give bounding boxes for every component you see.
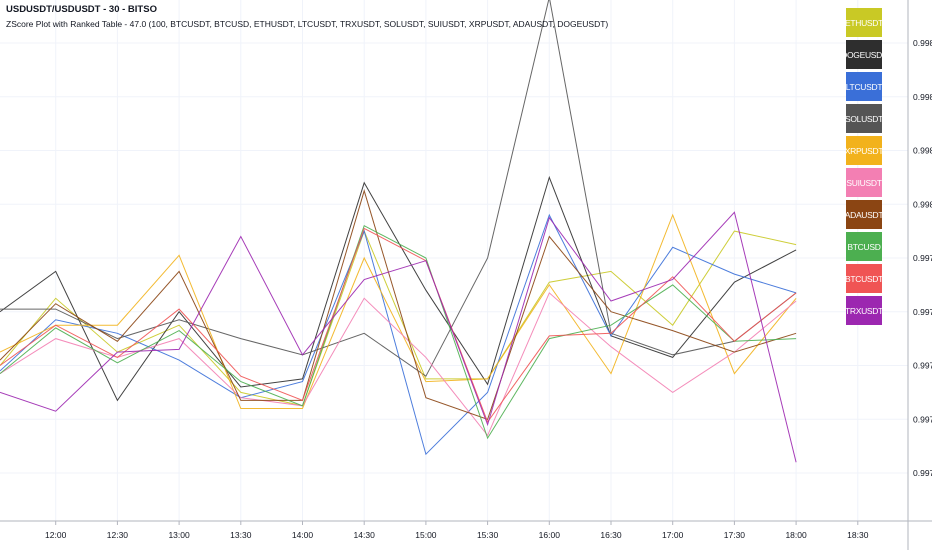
x-tick-label: 14:00 (292, 530, 314, 540)
y-tick-label: 0.9984 (913, 92, 932, 102)
x-tick-label: 17:30 (724, 530, 746, 540)
legend-item-dogeusdt: DOGEUSDT (841, 40, 887, 69)
chart-title: USDUSDT/USDUSDT - 30 - BITSO (6, 4, 157, 15)
y-tick-label: 0.9986 (913, 38, 932, 48)
legend-item-suiusdt: SUIUSDT (846, 168, 882, 197)
x-tick-label: 12:00 (45, 530, 67, 540)
series-line-adausdt (0, 189, 797, 420)
x-tick-label: 17:00 (662, 530, 684, 540)
x-tick-label: 15:00 (415, 530, 437, 540)
series-line-ltcusdt (0, 213, 797, 456)
legend-item-trxusdt: TRXUSDT (845, 296, 883, 325)
series-line-xrpusdt (0, 213, 797, 409)
legend-item-ethusdt: ETHUSDT (845, 8, 883, 37)
grid-lines (0, 0, 908, 521)
legend-item-btcusdt: BTCUSDT (845, 264, 883, 293)
legend-item-xrpusdt: XRPUSDT (845, 136, 884, 165)
legend-item-solusdt: SOLUSDT (845, 104, 883, 133)
x-tick-label: 18:00 (785, 530, 807, 540)
y-tick-label: 0.9978 (913, 253, 932, 263)
series-line-suiusdt (0, 292, 797, 437)
series-line-dogeusdt (0, 175, 797, 402)
y-tick-label: 0.9976 (913, 307, 932, 317)
series-line-trxusdt (0, 211, 797, 463)
x-tick-label: 16:30 (600, 530, 622, 540)
legend-item-adausdt: ADAUSDT (845, 200, 884, 229)
series-line-btcusdt (0, 227, 797, 423)
x-tick-label: 14:30 (354, 530, 376, 540)
x-tick-label: 15:30 (477, 530, 499, 540)
series-lines (0, 0, 797, 463)
x-tick-label: 18:30 (847, 530, 869, 540)
series-line-solusdt (0, 0, 797, 377)
x-tick-label: 13:00 (168, 530, 190, 540)
series-line-ethusdt (0, 229, 797, 407)
x-axis-ticks: 12:00 12:30 13:00 13:30 14:00 14:30 15:00 15:30… (45, 521, 869, 540)
legend-item-btcusd: BTCUSD (846, 232, 882, 261)
legend-item-ltcusdt: LTCUSDT (846, 72, 883, 101)
y-tick-label: 0.9974 (913, 361, 932, 371)
x-tick-label: 16:00 (539, 530, 561, 540)
x-tick-label: 13:30 (230, 530, 252, 540)
indicator-subtitle: ZScore Plot with Ranked Table - 47.0 (10… (6, 19, 609, 29)
y-tick-label: 0.9982 (913, 146, 932, 156)
x-tick-label: 12:30 (107, 530, 129, 540)
y-tick-label: 0.9972 (913, 414, 932, 424)
legend: ETHUSDT DOGEUSDT LTCUSDT SOLUSDT XRPUSDT SUIU… (841, 8, 887, 328)
series-line-btcusd (0, 224, 797, 440)
